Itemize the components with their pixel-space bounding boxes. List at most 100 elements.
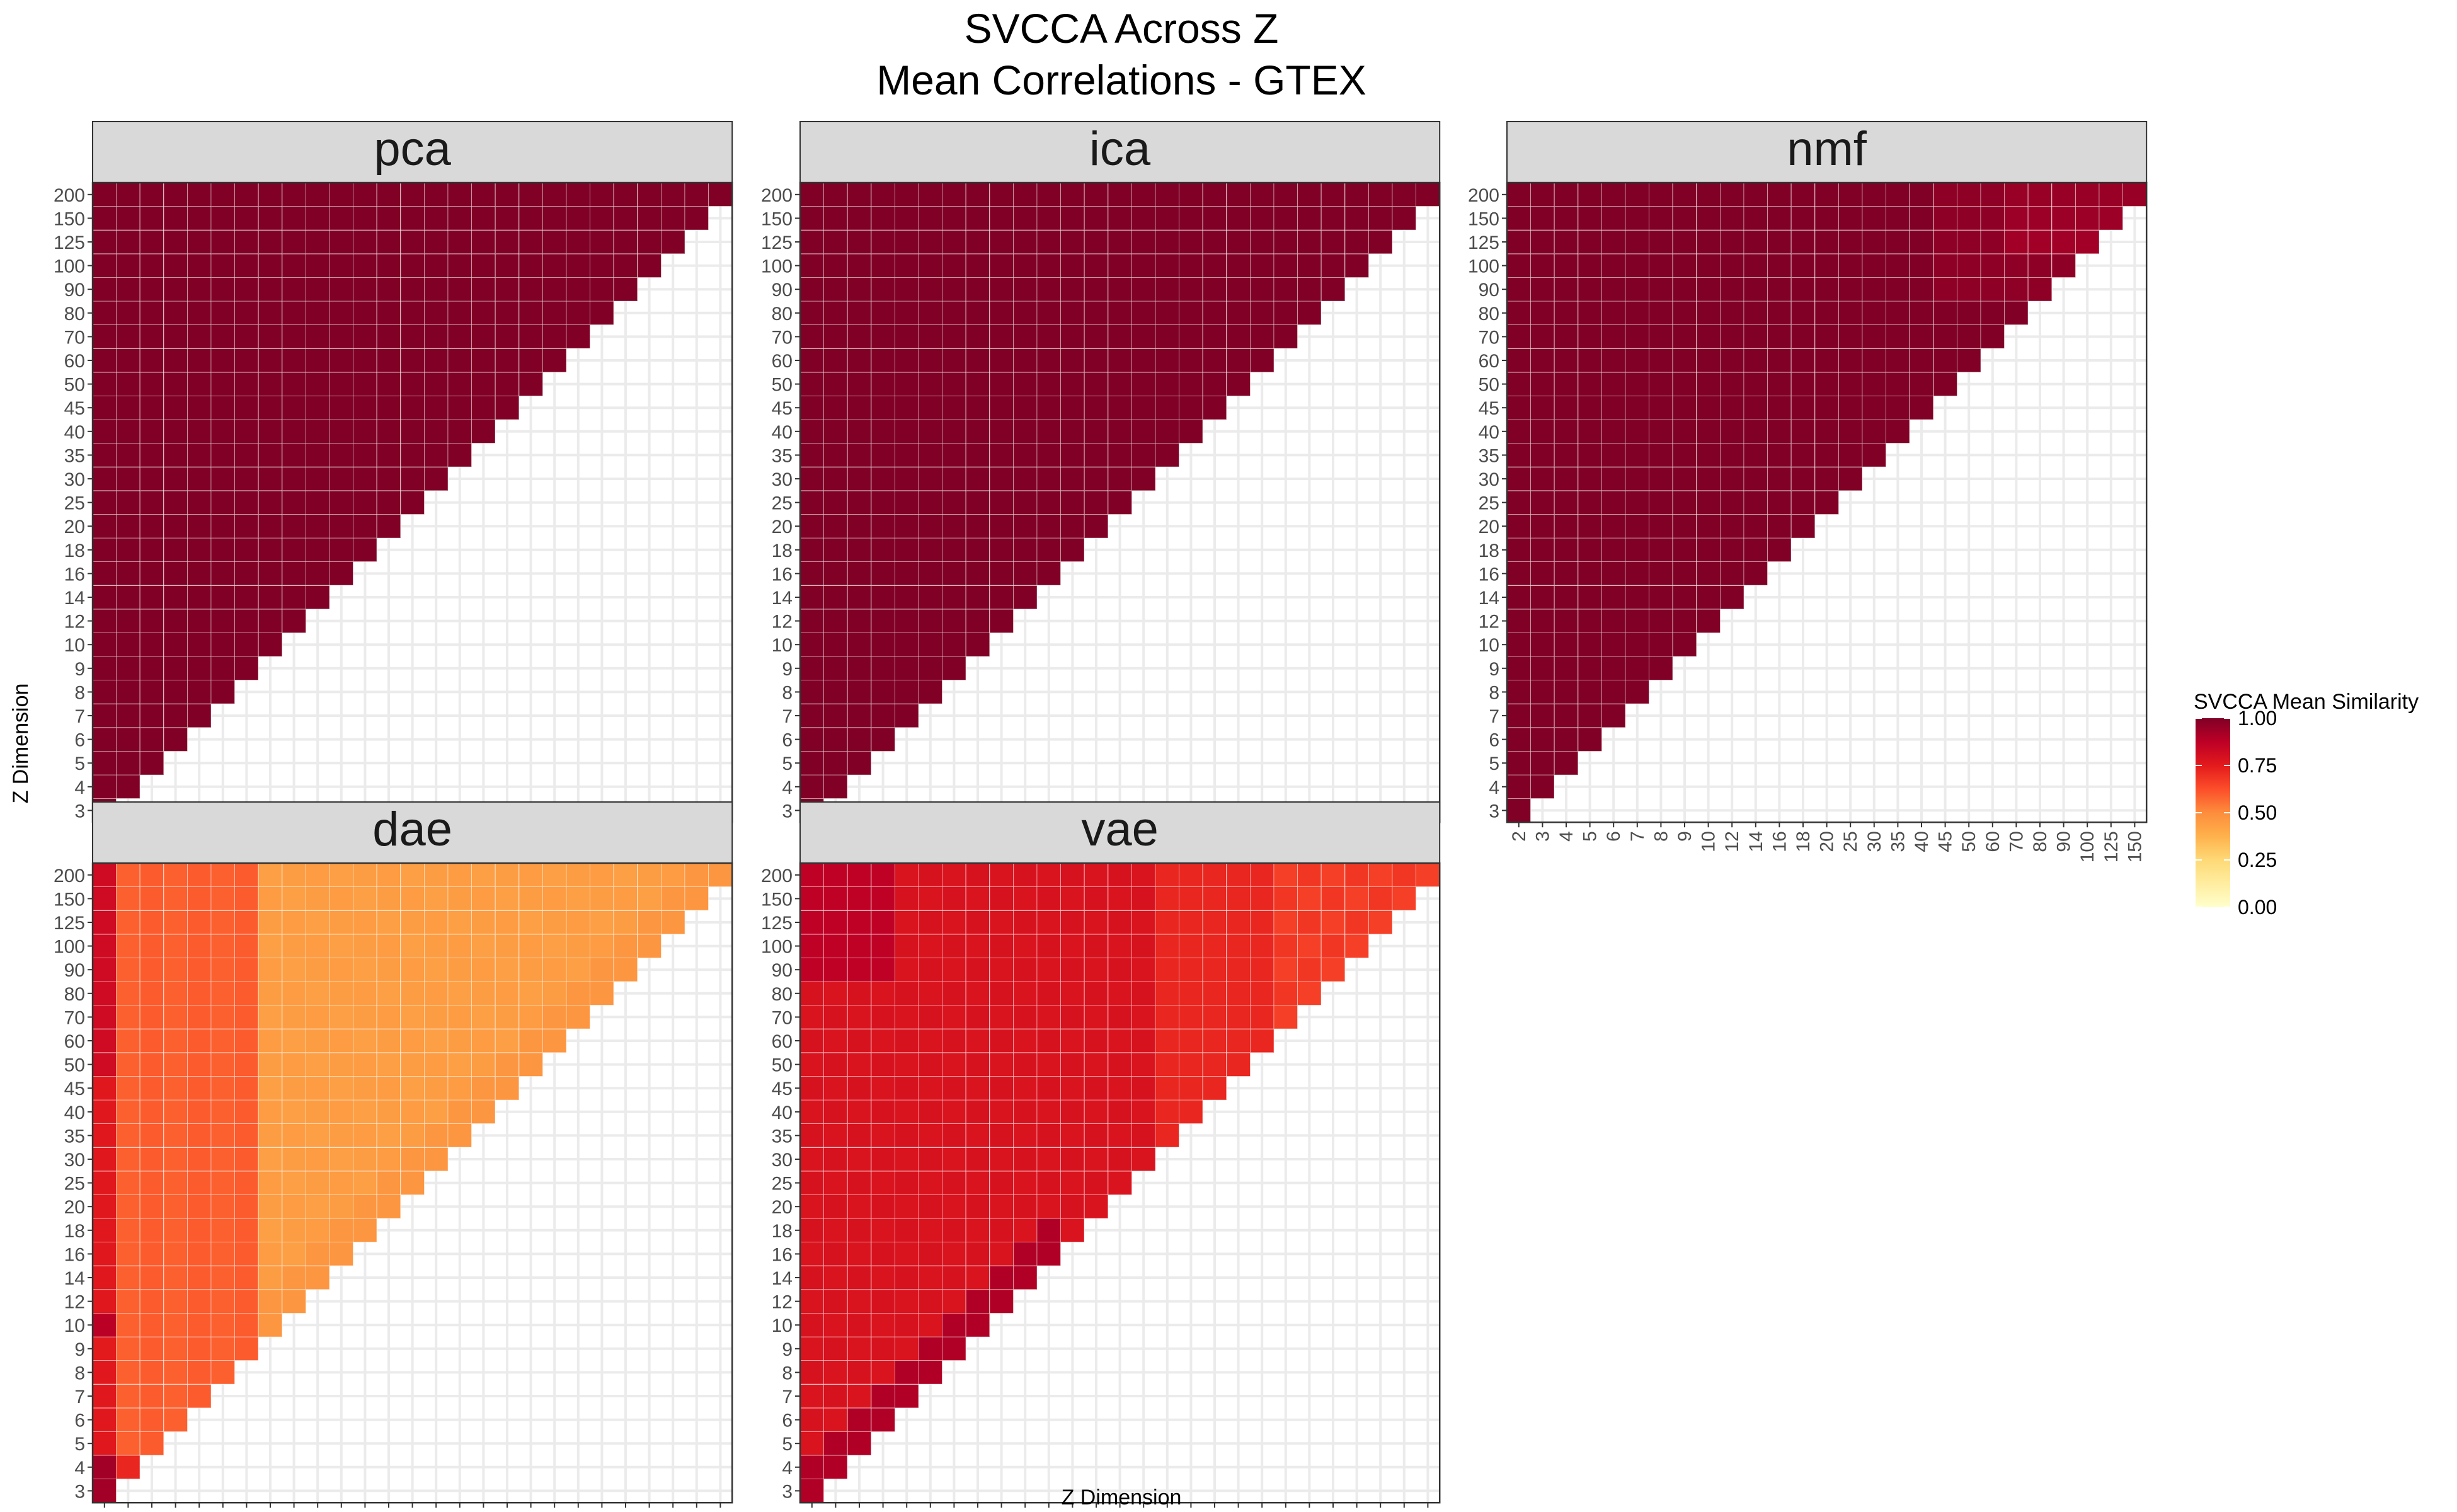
heatmap-cell <box>163 934 188 959</box>
heatmap-cell <box>918 490 943 515</box>
heatmap-cell <box>1601 585 1626 610</box>
heatmap-cell <box>1696 585 1721 610</box>
heatmap-cell <box>871 419 896 444</box>
heatmap-cell <box>894 513 919 539</box>
heatmap-cell <box>918 1360 943 1385</box>
heatmap-cell <box>989 886 1014 911</box>
heatmap-cell <box>305 1075 330 1101</box>
heatmap-cell <box>589 277 614 302</box>
heatmap-cell <box>1226 229 1251 255</box>
heatmap-cell <box>847 585 872 610</box>
heatmap-cell <box>871 277 896 302</box>
heatmap-cell <box>258 981 283 1006</box>
heatmap-cell <box>282 253 306 278</box>
heatmap-cell <box>163 277 188 302</box>
heatmap-cell <box>1578 324 1603 349</box>
heatmap-cell <box>1155 253 1180 278</box>
heatmap-cell <box>423 957 449 982</box>
heatmap-cell <box>518 1004 543 1029</box>
panel-strip-label: dae <box>372 803 452 856</box>
heatmap-cell <box>589 182 614 207</box>
heatmap-cell <box>2027 206 2053 231</box>
heatmap-cell <box>1838 348 1863 373</box>
heatmap-cell <box>210 1265 236 1290</box>
y-tick-label: 14 <box>772 1268 793 1289</box>
heatmap-cell <box>1625 229 1650 255</box>
heatmap-cell <box>566 886 591 911</box>
heatmap-cell <box>1012 206 1038 231</box>
y-tick-label: 50 <box>64 375 85 396</box>
heatmap-cell <box>1060 395 1085 420</box>
heatmap-cell <box>282 1218 306 1243</box>
heatmap-cell <box>941 1194 966 1219</box>
heatmap-cell <box>1886 206 1910 231</box>
heatmap-cell <box>918 324 943 349</box>
heatmap-cell <box>1956 206 1981 231</box>
heatmap-cell <box>186 585 212 610</box>
heatmap-cell <box>376 301 401 326</box>
heatmap-cell <box>1320 182 1346 207</box>
heatmap-cell <box>823 1289 848 1314</box>
heatmap-cell <box>1226 253 1251 278</box>
heatmap-cell <box>1131 324 1156 349</box>
heatmap-cell <box>871 372 896 396</box>
heatmap-cell <box>116 1052 140 1077</box>
heatmap-cell <box>871 1336 896 1361</box>
heatmap-cell <box>116 1218 140 1243</box>
heatmap-cell <box>1743 442 1768 467</box>
heatmap-cell <box>1202 206 1227 231</box>
heatmap-cell <box>1554 561 1579 586</box>
heatmap-cell <box>1696 372 1721 396</box>
heatmap-cell <box>234 1052 259 1077</box>
heatmap-cell <box>1226 981 1251 1006</box>
x-tick-label: 14 <box>1746 831 1767 852</box>
heatmap-cell <box>894 934 919 959</box>
heatmap-cell <box>1814 253 1840 278</box>
heatmap-cell <box>92 1336 117 1361</box>
heatmap-cell <box>1554 206 1579 231</box>
heatmap-cell <box>116 348 140 373</box>
heatmap-cell <box>139 1171 164 1196</box>
y-tick-label: 90 <box>772 960 793 981</box>
heatmap-cell <box>1249 324 1274 349</box>
heatmap-cell <box>1933 372 1958 396</box>
heatmap-cell <box>1084 182 1109 207</box>
heatmap-cell <box>400 862 425 888</box>
heatmap-cell <box>352 1099 377 1125</box>
heatmap-cell <box>965 1312 990 1337</box>
heatmap-cell <box>1226 277 1251 302</box>
y-tick-label: 80 <box>64 304 85 324</box>
heatmap-cell <box>823 206 848 231</box>
heatmap-cell <box>989 1147 1014 1172</box>
heatmap-cell <box>613 277 638 302</box>
heatmap-cell <box>1578 727 1603 752</box>
heatmap-cell <box>163 910 188 935</box>
heatmap-cell <box>823 513 848 539</box>
heatmap-cell <box>847 1312 872 1337</box>
heatmap-cell <box>210 1360 236 1385</box>
heatmap-cell <box>139 1194 164 1219</box>
x-tick-label: 50 <box>1959 831 1979 852</box>
heatmap-cell <box>965 442 990 467</box>
heatmap-cell <box>1320 206 1346 231</box>
heatmap-cell <box>1814 490 1840 515</box>
heatmap-cell <box>116 1265 140 1290</box>
heatmap-cell <box>163 703 188 728</box>
heatmap-cell <box>92 561 117 586</box>
heatmap-cell <box>210 537 236 563</box>
heatmap-cell <box>234 1075 259 1101</box>
y-tick-label: 80 <box>1479 304 1499 324</box>
heatmap-cell <box>613 182 638 207</box>
heatmap-cell <box>989 585 1014 610</box>
heatmap-cell <box>1131 1075 1156 1101</box>
heatmap-cell <box>823 981 848 1006</box>
heatmap-cell <box>282 981 306 1006</box>
heatmap-cell <box>1672 301 1697 326</box>
heatmap-cell <box>1767 182 1792 207</box>
y-tick-label: 200 <box>1468 185 1499 206</box>
heatmap-cell <box>847 513 872 539</box>
x-axis-label: Z Dimension <box>1062 1486 1182 1509</box>
heatmap-cell <box>1530 727 1555 752</box>
heatmap-cell <box>1108 1123 1133 1148</box>
heatmap-cell <box>1060 1052 1085 1077</box>
